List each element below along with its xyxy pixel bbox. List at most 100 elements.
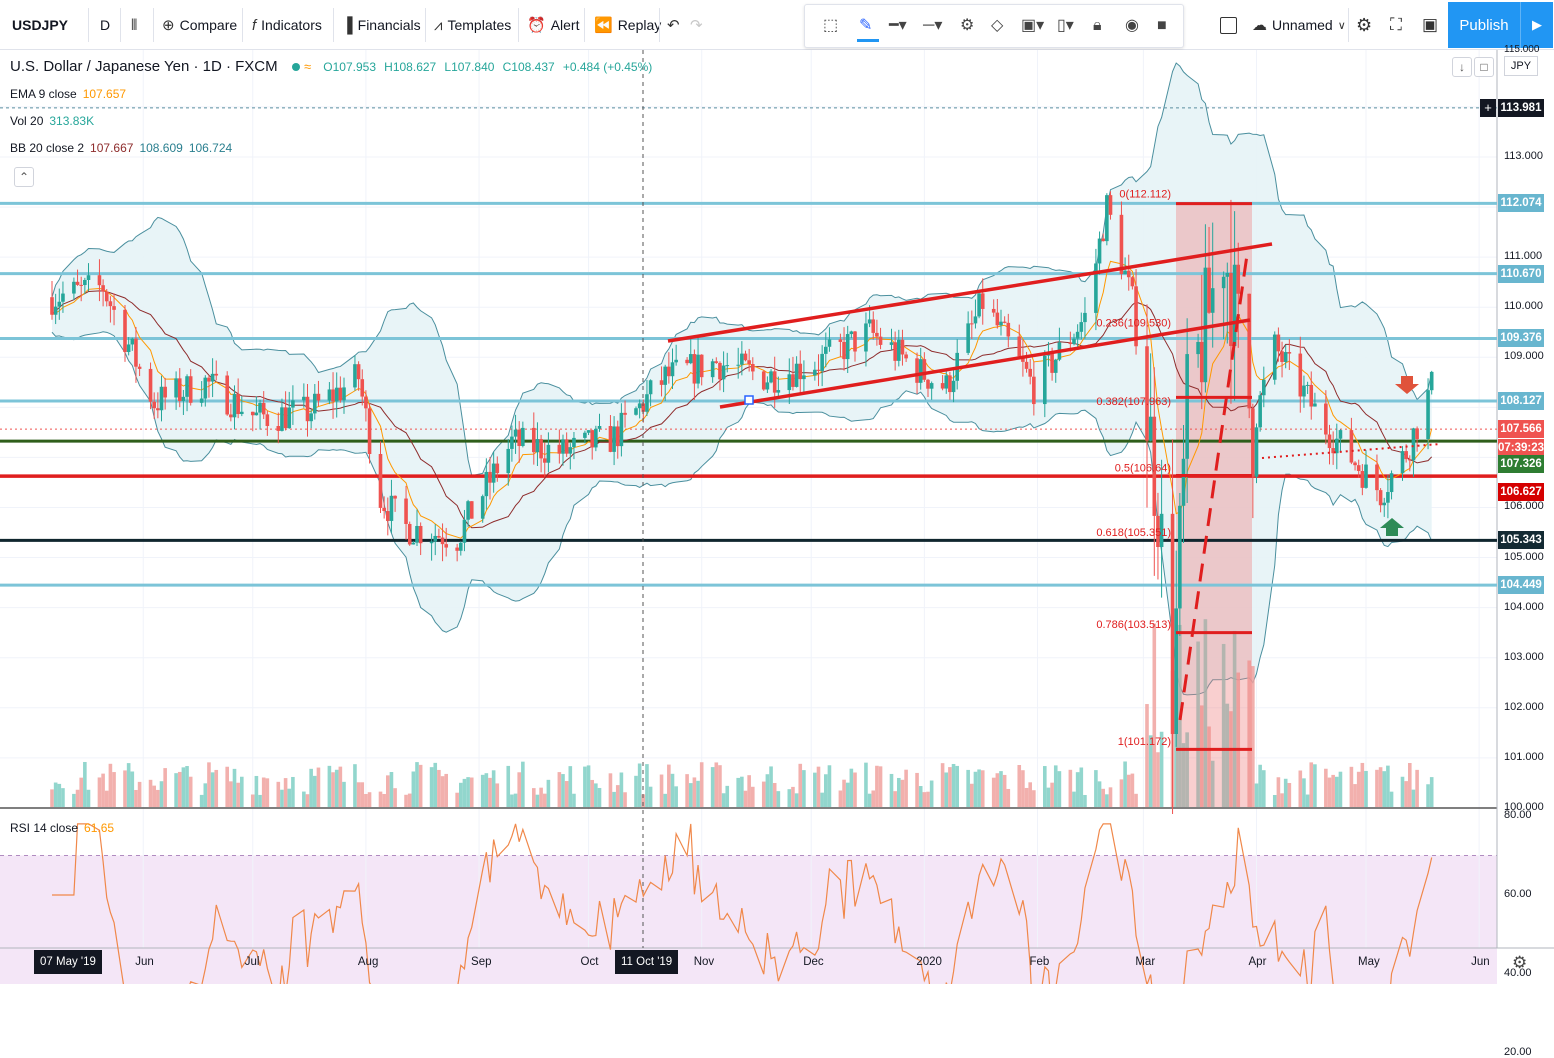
- candle-body: [1236, 264, 1241, 294]
- volume-bar: [148, 779, 153, 807]
- chart-settings-button[interactable]: ⚙: [1356, 0, 1372, 50]
- clone-icon[interactable]: ▯▾: [1057, 17, 1074, 34]
- add-alert-plus-icon[interactable]: +: [1480, 98, 1496, 117]
- time-tick: Apr: [1248, 956, 1267, 968]
- bb-legend[interactable]: BB 20 close 2 107.667 108.609 106.724: [10, 141, 232, 155]
- volume-bar: [1156, 752, 1160, 807]
- volume-bar: [995, 773, 1000, 807]
- selection-icon[interactable]: ⬚: [823, 17, 839, 34]
- replay-button[interactable]: ⏪ Replay: [594, 0, 661, 50]
- volume-bar: [480, 774, 485, 807]
- candle-body: [1225, 273, 1230, 277]
- candle-body: [897, 339, 901, 361]
- candle-body: [1276, 334, 1281, 352]
- volume-bar: [568, 766, 573, 807]
- ema-legend[interactable]: EMA 9 close 107.657: [10, 87, 126, 101]
- price-tag: 107.566: [1498, 420, 1544, 439]
- candle-body: [787, 374, 792, 391]
- candle-body: [148, 368, 153, 402]
- alert-button[interactable]: ⏰ Alert: [527, 0, 579, 50]
- volume-bar: [564, 781, 569, 807]
- volume-bar: [827, 765, 832, 807]
- candle-body: [261, 402, 266, 415]
- redo-button[interactable]: ↷: [690, 0, 703, 50]
- candle-body: [367, 408, 372, 455]
- undo-button[interactable]: ↶: [667, 0, 680, 50]
- candle-body: [1028, 368, 1032, 377]
- chart-settings-gear-icon[interactable]: ⚙: [1512, 953, 1528, 972]
- time-tick: Dec: [803, 956, 824, 968]
- fullscreen-select-button[interactable]: [1220, 0, 1237, 50]
- price-tag: 112.074: [1498, 194, 1544, 213]
- candle-body: [1083, 312, 1087, 323]
- publish-menu-button[interactable]: ▶: [1520, 2, 1553, 48]
- chevron-up-icon: ⌃: [18, 170, 30, 184]
- volume-bar: [254, 775, 259, 807]
- candle-body: [889, 342, 894, 345]
- volume-bar: [53, 782, 58, 807]
- layout-menu[interactable]: ☁ Unnamed ∨: [1252, 0, 1346, 50]
- volume-bar: [126, 763, 131, 807]
- candle-body: [283, 407, 288, 429]
- candle-body: [1134, 286, 1138, 347]
- compare-button[interactable]: ⊕ Compare: [162, 0, 237, 50]
- rsi-legend[interactable]: RSI 14 close 61.65: [10, 821, 114, 835]
- open-value: O107.953: [323, 60, 376, 74]
- candle-body: [816, 369, 821, 371]
- volume-legend[interactable]: Vol 20 313.83K: [10, 114, 94, 128]
- volume-bar: [1309, 762, 1314, 807]
- financials-button[interactable]: ▐ Financials: [342, 0, 421, 50]
- symbol-title[interactable]: U.S. Dollar / Japanese Yen · 1D · FXCM: [10, 58, 278, 75]
- chart-canvas[interactable]: 0(112.112) 0.236(109.530) 0.382(107.963) 0.…: [0, 50, 1554, 984]
- volume-bar: [1072, 791, 1076, 807]
- volume-bar: [265, 778, 270, 807]
- market-status-icon: [291, 63, 300, 71]
- symbol-search[interactable]: USDJPY: [12, 0, 68, 50]
- collapse-legend-button[interactable]: ⌃: [14, 167, 34, 187]
- fullscreen-button[interactable]: ⛶: [1390, 0, 1402, 50]
- candle-body: [761, 371, 766, 390]
- maximize-pane-button[interactable]: □: [1474, 57, 1494, 77]
- settings-icon[interactable]: ⚙: [960, 17, 975, 34]
- volume-bar: [108, 763, 113, 807]
- interval-label: D: [100, 17, 111, 33]
- chart-type-button[interactable]: ⫴: [131, 0, 137, 50]
- candle-body: [309, 413, 313, 422]
- templates-button[interactable]: ⩘ Templates: [434, 0, 511, 50]
- snapshot-button[interactable]: ▣: [1422, 0, 1438, 50]
- candle-body: [480, 496, 485, 519]
- candle-body: [1327, 434, 1332, 449]
- candle-body: [495, 463, 500, 474]
- alert-add-icon[interactable]: ◇: [991, 17, 1004, 34]
- lock-icon[interactable]: 🔒︎: [1093, 17, 1102, 34]
- volume-bar: [462, 778, 467, 807]
- object-tree-icon[interactable]: ▣▾: [1021, 17, 1045, 34]
- candle-body: [1123, 270, 1127, 275]
- candle-body: [641, 403, 646, 412]
- scroll-down-button[interactable]: ↓: [1452, 57, 1472, 77]
- candle-body: [316, 393, 321, 401]
- candle-body: [407, 523, 412, 545]
- candle-body: [79, 284, 83, 286]
- line-width-icon[interactable]: ━▾: [889, 17, 907, 34]
- candle-body: [188, 376, 193, 403]
- candle-body: [1386, 492, 1390, 503]
- interval-button[interactable]: D: [100, 0, 110, 50]
- visibility-icon[interactable]: ◉: [1125, 17, 1139, 34]
- trash-icon[interactable]: ■: [1157, 17, 1167, 34]
- publish-button[interactable]: Publish: [1448, 2, 1520, 48]
- candle-body: [838, 339, 843, 342]
- time-axis-start-label: 07 May '19: [34, 950, 102, 974]
- volume-bar: [688, 783, 693, 807]
- candle-body: [53, 306, 58, 315]
- pencil-icon[interactable]: ✎: [859, 17, 873, 34]
- candle-body: [510, 436, 514, 449]
- volume-bar: [415, 762, 419, 807]
- candle-body: [849, 331, 854, 335]
- financials-label: Financials: [357, 17, 421, 33]
- line-style-icon[interactable]: ─▾: [923, 17, 943, 34]
- currency-button[interactable]: JPY: [1504, 56, 1538, 76]
- candle-body: [177, 378, 182, 402]
- replay-label: Replay: [617, 17, 662, 33]
- indicators-button[interactable]: f Indicators: [252, 0, 322, 50]
